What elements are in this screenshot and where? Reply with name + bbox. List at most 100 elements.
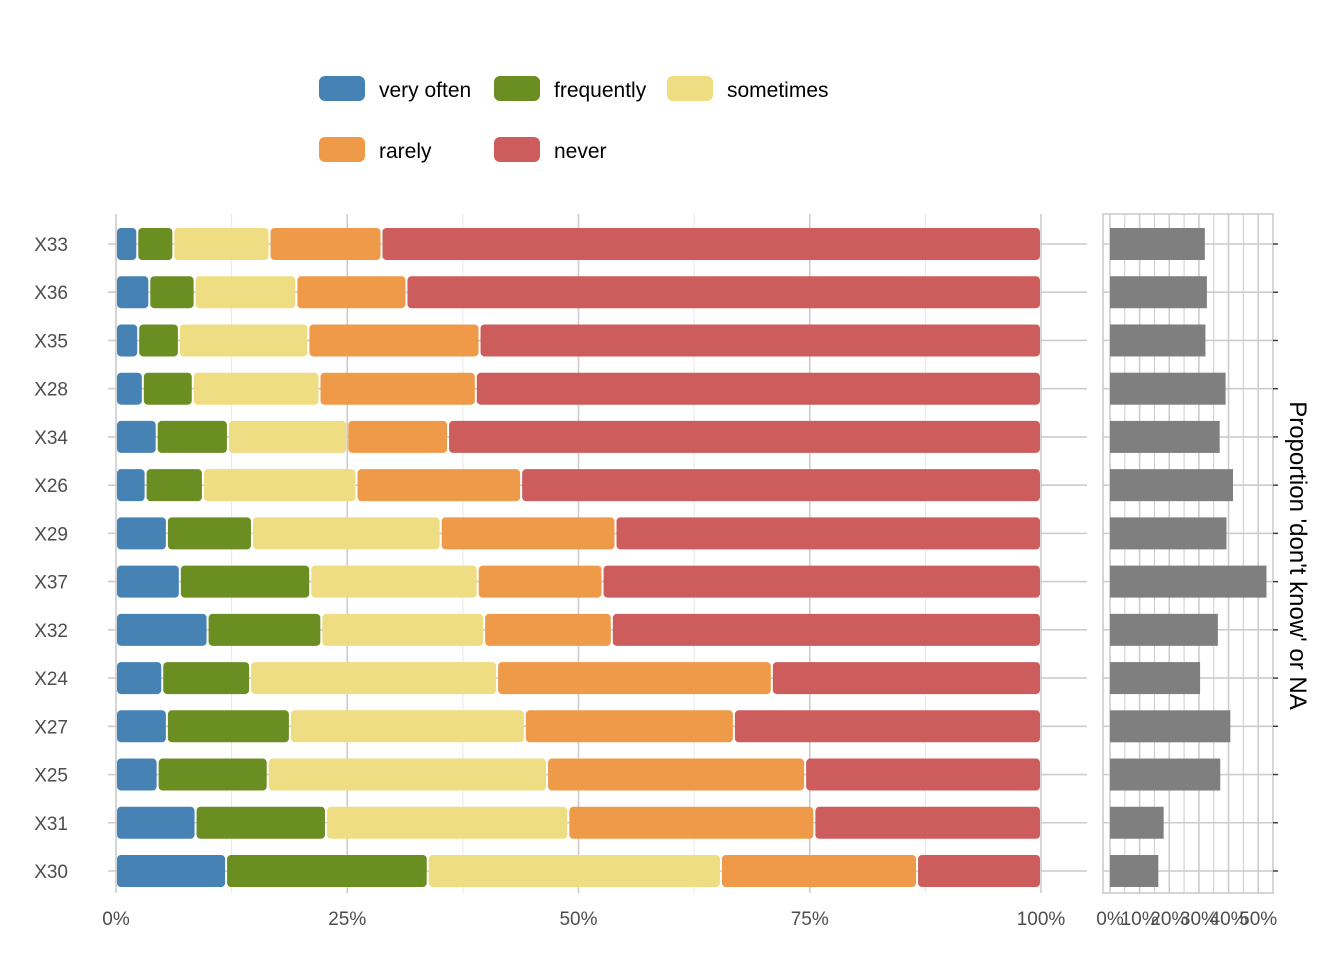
bar-X36-never [407, 276, 1040, 309]
bar-X28-rarely [320, 372, 475, 405]
bar-X29-sometimes [252, 517, 440, 550]
y-tick-label-X32: X32 [34, 621, 68, 642]
bar-X36-frequently [150, 276, 194, 309]
legend-label-never: never [554, 140, 607, 163]
side-bar-X30 [1110, 854, 1159, 887]
legend-label-sometimes: sometimes [727, 79, 829, 102]
bar-X26-rarely [357, 469, 521, 502]
legend-key-frequently [494, 76, 540, 101]
side-bar-X37 [1110, 565, 1267, 598]
side-x-tick-label: 50% [1239, 909, 1277, 930]
bar-X26-sometimes [203, 469, 356, 502]
bar-X28-never [476, 372, 1040, 405]
bar-X31-sometimes [326, 806, 568, 839]
side-bar-X24 [1110, 662, 1201, 695]
side-axis-title: Proportion 'don't know' or NA [1284, 401, 1311, 710]
side-bar-X25 [1110, 758, 1221, 791]
bar-X31-never [815, 806, 1040, 839]
bar-X30-very-often [117, 854, 226, 887]
bar-X28-very-often [117, 372, 142, 405]
bar-X34-sometimes [228, 420, 347, 453]
y-tick-label-X37: X37 [34, 573, 68, 594]
bar-X33-sometimes [174, 228, 269, 260]
side-x-tick-label: 20% [1150, 909, 1188, 930]
bar-X36-rarely [297, 276, 406, 309]
bar-X24-very-often [117, 662, 162, 695]
bar-X29-never [616, 517, 1040, 550]
bar-X34-rarely [348, 420, 448, 453]
y-tick-label-X25: X25 [34, 766, 68, 787]
y-tick-label-X30: X30 [34, 862, 68, 883]
side-bar-X26 [1110, 469, 1233, 502]
bar-X34-very-often [117, 420, 156, 453]
bar-X26-frequently [146, 469, 202, 502]
bar-X26-very-often [117, 469, 145, 502]
side-bar-X27 [1110, 710, 1231, 743]
bar-X30-sometimes [428, 854, 720, 887]
bar-X35-very-often [117, 324, 138, 357]
bar-X30-rarely [721, 854, 917, 887]
bar-X29-frequently [167, 517, 251, 550]
bar-X37-never [603, 565, 1040, 598]
legend-key-very-often [319, 76, 365, 101]
x-tick-label: 0% [102, 909, 130, 930]
bar-X37-very-often [117, 565, 179, 598]
bar-X31-rarely [569, 806, 814, 839]
side-bar-X31 [1110, 806, 1164, 839]
bar-X27-never [734, 710, 1040, 743]
side-x-tick-label: 10% [1121, 909, 1159, 930]
legend-key-rarely [319, 137, 365, 162]
y-tick-label-X28: X28 [34, 380, 68, 401]
bar-X34-never [449, 420, 1040, 453]
y-tick-label-X24: X24 [34, 669, 68, 690]
bar-X29-rarely [441, 517, 615, 550]
bar-X37-rarely [478, 565, 602, 598]
side-bar-X32 [1110, 613, 1218, 646]
bar-X31-very-often [117, 806, 195, 839]
bar-X24-never [772, 662, 1040, 695]
bar-X32-sometimes [322, 613, 484, 646]
bar-X37-sometimes [311, 565, 477, 598]
bar-X33-frequently [138, 228, 173, 260]
side-panel-border [1102, 213, 1274, 894]
bar-X35-never [480, 324, 1040, 357]
y-tick-label-X26: X26 [34, 476, 68, 497]
side-x-tick-label: 40% [1210, 909, 1248, 930]
bar-X27-sometimes [290, 710, 524, 743]
y-tick-label-X27: X27 [34, 717, 68, 738]
legend-key-never [494, 137, 540, 162]
bar-X31-frequently [196, 806, 325, 839]
x-tick-label: 50% [559, 909, 597, 930]
side-bar-X33 [1110, 228, 1205, 260]
side-bar-X35 [1110, 324, 1206, 357]
bar-X33-very-often [117, 228, 137, 260]
bar-X35-rarely [309, 324, 479, 357]
y-tick-label-X36: X36 [34, 283, 68, 304]
bar-X32-rarely [485, 613, 611, 646]
bar-X29-very-often [117, 517, 166, 550]
bar-X25-sometimes [268, 758, 547, 791]
bar-X36-very-often [117, 276, 149, 309]
bar-X28-frequently [143, 372, 192, 405]
x-tick-label: 75% [791, 909, 829, 930]
bar-X25-never [806, 758, 1040, 791]
bar-X32-frequently [208, 613, 321, 646]
legend-label-rarely: rarely [379, 140, 432, 163]
x-tick-label: 25% [328, 909, 366, 930]
y-tick-label-X29: X29 [34, 524, 68, 545]
bar-X27-very-often [117, 710, 166, 743]
side-bar-X36 [1110, 276, 1207, 309]
side-x-tick-label: 0% [1096, 909, 1124, 930]
side-bar-X28 [1110, 372, 1226, 405]
y-tick-label-X34: X34 [34, 428, 68, 449]
bar-X33-rarely [270, 228, 381, 260]
side-x-tick-label: 30% [1180, 909, 1218, 930]
y-tick-label-X31: X31 [34, 814, 68, 835]
x-tick-label: 100% [1017, 909, 1066, 930]
bar-X26-never [522, 469, 1040, 502]
bar-X35-frequently [139, 324, 178, 357]
bar-X30-never [918, 854, 1040, 887]
bar-X36-sometimes [195, 276, 296, 309]
